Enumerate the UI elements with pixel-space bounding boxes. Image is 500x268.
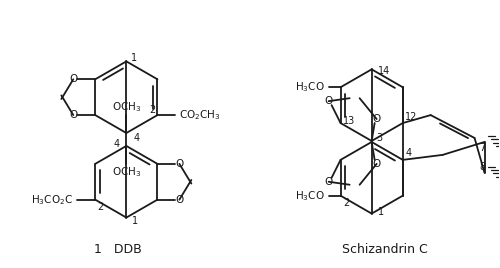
Text: 2: 2 [344, 198, 350, 208]
Text: 4: 4 [114, 139, 119, 149]
Text: O: O [324, 177, 332, 187]
Text: 1: 1 [132, 215, 138, 226]
Text: O: O [69, 110, 78, 120]
Text: 8: 8 [480, 162, 486, 172]
Text: O: O [372, 114, 381, 124]
Text: O: O [69, 74, 78, 84]
Text: 3: 3 [376, 133, 383, 143]
Text: 12: 12 [404, 112, 417, 122]
Text: H$_3$CO: H$_3$CO [295, 189, 324, 203]
Text: 4: 4 [406, 148, 412, 158]
Text: OCH$_3$: OCH$_3$ [112, 100, 141, 114]
Text: H$_3$CO$_2$C: H$_3$CO$_2$C [32, 193, 74, 207]
Text: 1: 1 [132, 53, 138, 64]
Text: O: O [372, 159, 381, 169]
Text: 2: 2 [97, 202, 103, 212]
Text: 4: 4 [134, 133, 140, 143]
Text: 1   DDB: 1 DDB [94, 243, 142, 256]
Text: OCH$_3$: OCH$_3$ [112, 165, 141, 179]
Text: 2: 2 [150, 105, 156, 115]
Text: H$_3$CO: H$_3$CO [295, 80, 324, 94]
Text: 13: 13 [342, 116, 355, 126]
Text: CO$_2$CH$_3$: CO$_2$CH$_3$ [180, 108, 221, 122]
Text: 1: 1 [378, 207, 384, 217]
Text: 14: 14 [378, 66, 390, 76]
Text: O: O [175, 195, 184, 205]
Text: 7: 7 [480, 143, 486, 153]
Text: O: O [175, 159, 184, 169]
Text: O: O [324, 96, 332, 106]
Text: Schizandrin C: Schizandrin C [342, 243, 428, 256]
